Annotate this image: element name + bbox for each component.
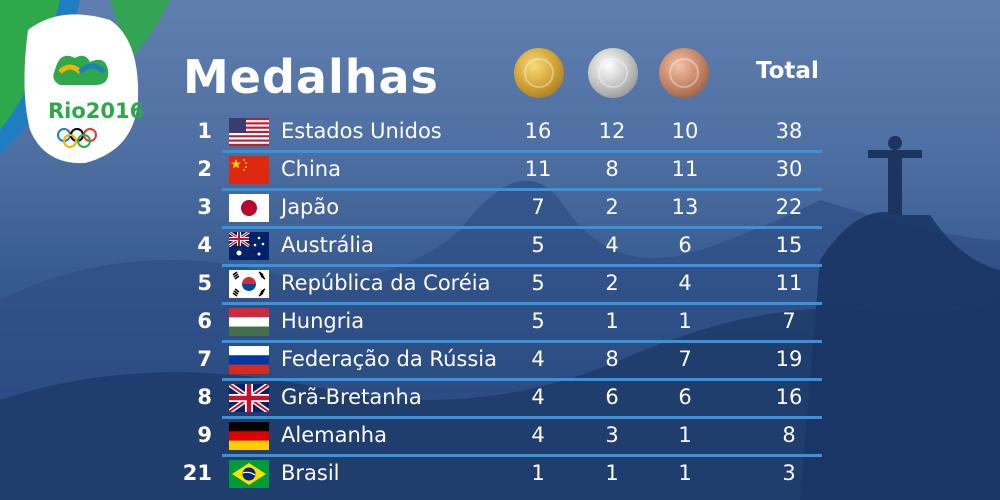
gold-count: 1	[531, 461, 545, 485]
country-name: Grã-Bretanha	[281, 385, 422, 409]
rank: 2	[197, 157, 212, 181]
christ-statue-icon	[868, 136, 922, 215]
rank: 4	[197, 233, 212, 257]
country-name: Austrália	[281, 233, 374, 257]
country-name: China	[281, 157, 341, 181]
rank: 6	[197, 309, 212, 333]
row-divider	[222, 264, 822, 267]
rank: 3	[197, 195, 212, 219]
row-divider	[222, 226, 822, 229]
total-count: 7	[782, 309, 796, 333]
total-count: 11	[775, 271, 803, 295]
silver-count: 8	[605, 157, 619, 181]
rio2016-logo: Rio2016	[0, 0, 170, 180]
country-name: Federação da Rússia	[281, 347, 497, 371]
gold-count: 5	[531, 309, 545, 333]
silver-count: 1	[605, 461, 619, 485]
row-divider	[222, 416, 822, 419]
silver-count: 4	[605, 233, 619, 257]
total-count: 19	[775, 347, 803, 371]
bronze-count: 4	[678, 271, 692, 295]
total-count: 3	[782, 461, 796, 485]
table-row: 9 Alemanha 4 3 1 8	[0, 420, 840, 458]
bronze-count: 1	[678, 461, 692, 485]
russia-flag-icon	[229, 346, 269, 374]
total-count: 15	[775, 233, 803, 257]
japan-flag-icon	[229, 194, 269, 222]
bronze-count: 6	[678, 385, 692, 409]
row-divider	[222, 454, 822, 457]
total-count: 38	[775, 119, 803, 143]
rank: 5	[197, 271, 212, 295]
table-row: 5 República da Coréia 5 2 4 11	[0, 268, 840, 306]
germany-flag-icon	[229, 422, 269, 450]
silver-count: 12	[598, 119, 626, 143]
silver-medal-icon	[588, 48, 638, 98]
bronze-count: 7	[678, 347, 692, 371]
gold-count: 4	[531, 385, 545, 409]
silver-count: 3	[605, 423, 619, 447]
total-count: 16	[775, 385, 803, 409]
silver-count: 2	[605, 271, 619, 295]
country-name: Japão	[281, 195, 340, 219]
bronze-count: 11	[671, 157, 699, 181]
bronze-count: 6	[678, 233, 692, 257]
total-column-header: Total	[756, 58, 819, 84]
total-count: 22	[775, 195, 803, 219]
page-title: Medalhas	[183, 50, 439, 104]
table-row: 8 Grã-Bretanha 4 6 6 16	[0, 382, 840, 420]
row-divider	[222, 340, 822, 343]
rank: 7	[197, 347, 212, 371]
korea-flag-icon	[229, 270, 269, 298]
gold-count: 5	[531, 233, 545, 257]
hungary-flag-icon	[229, 308, 269, 336]
uk-flag-icon	[229, 384, 269, 412]
country-name: Hungria	[281, 309, 365, 333]
silver-count: 2	[605, 195, 619, 219]
total-count: 8	[782, 423, 796, 447]
rank: 8	[197, 385, 212, 409]
gold-count: 7	[531, 195, 545, 219]
gold-count: 11	[524, 157, 552, 181]
bronze-count: 1	[678, 309, 692, 333]
rank: 9	[197, 423, 212, 447]
country-name: Alemanha	[281, 423, 387, 447]
usa-flag-icon	[229, 118, 269, 146]
svg-text:Rio2016: Rio2016	[48, 99, 144, 123]
rank: 21	[182, 461, 212, 485]
silver-count: 1	[605, 309, 619, 333]
table-row: 4 Austrália 5 4 6 15	[0, 230, 840, 268]
table-row: 3 Japão 7 2 13 22	[0, 192, 840, 230]
gold-count: 16	[524, 119, 552, 143]
bronze-count: 1	[678, 423, 692, 447]
silver-count: 6	[605, 385, 619, 409]
china-flag-icon	[229, 156, 269, 184]
row-divider	[222, 150, 822, 153]
country-name: República da Coréia	[281, 271, 491, 295]
table-row: 21 Brasil 1 1 1 3	[0, 458, 840, 496]
bronze-count: 13	[671, 195, 699, 219]
row-divider	[222, 302, 822, 305]
table-row: 7 Federação da Rússia 4 8 7 19	[0, 344, 840, 382]
table-row: 1 Estados Unidos 16 12 10 38	[0, 116, 840, 154]
silver-count: 8	[605, 347, 619, 371]
total-count: 30	[775, 157, 803, 181]
row-divider	[222, 188, 822, 191]
table-row: 6 Hungria 5 1 1 7	[0, 306, 840, 344]
australia-flag-icon	[229, 232, 269, 260]
gold-count: 4	[531, 347, 545, 371]
rank: 1	[197, 119, 212, 143]
country-name: Brasil	[281, 461, 340, 485]
gold-count: 5	[531, 271, 545, 295]
brazil-flag-icon	[229, 460, 269, 488]
gold-count: 4	[531, 423, 545, 447]
gold-medal-icon	[514, 48, 564, 98]
table-row: 2 China 11 8 11 30	[0, 154, 840, 192]
bronze-count: 10	[671, 119, 699, 143]
bronze-medal-icon	[659, 48, 709, 98]
row-divider	[222, 378, 822, 381]
country-name: Estados Unidos	[281, 119, 442, 143]
